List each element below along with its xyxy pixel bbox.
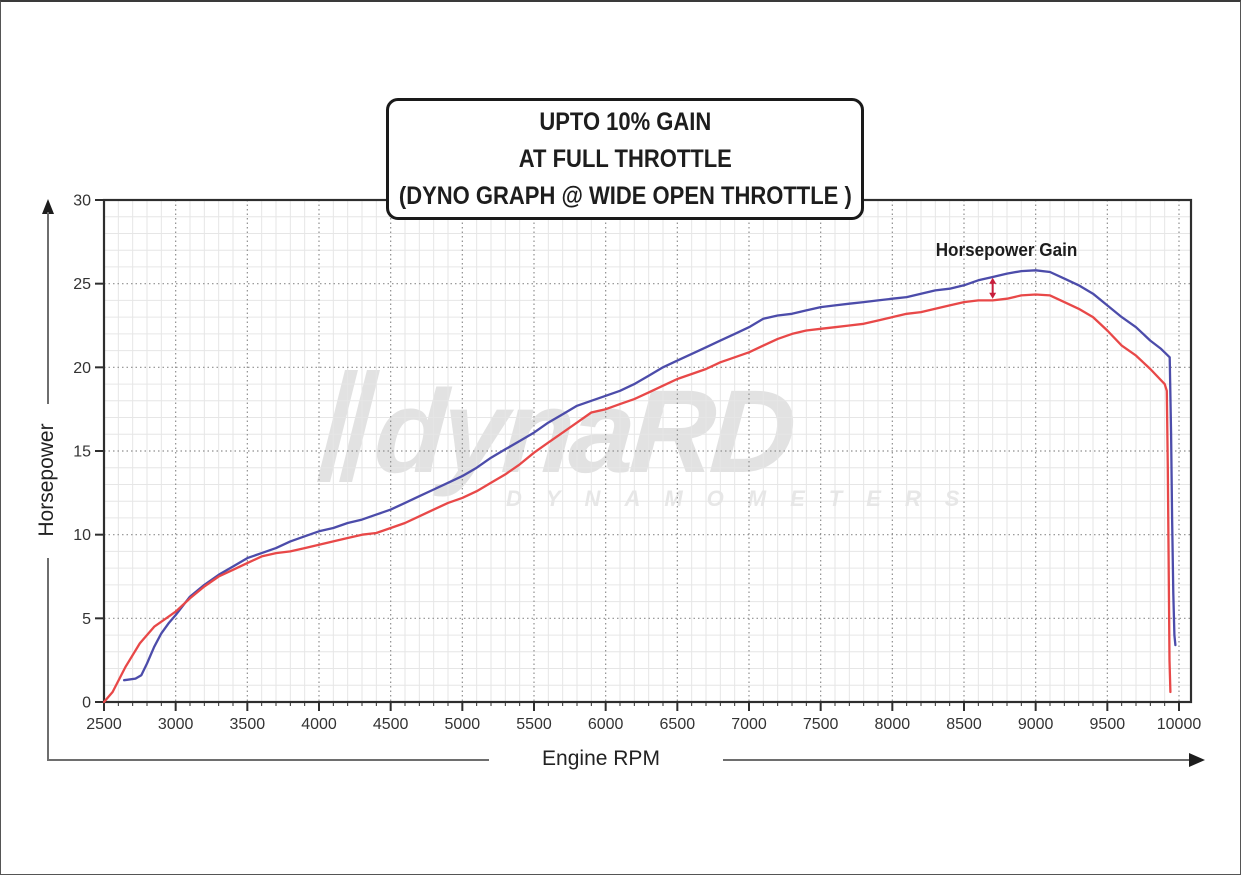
svg-text:4500: 4500 — [373, 716, 409, 733]
svg-text:3000: 3000 — [158, 716, 194, 733]
chart-title-box: UPTO 10% GAIN AT FULL THROTTLE (DYNO GRA… — [386, 98, 864, 220]
y-axis-guide-line — [47, 558, 49, 760]
svg-text:8000: 8000 — [875, 716, 911, 733]
svg-text:9000: 9000 — [1018, 716, 1054, 733]
gain-annotation-label: Horsepower Gain — [935, 240, 1078, 260]
x-axis-guide-line — [47, 759, 489, 761]
svg-text:7000: 7000 — [731, 716, 767, 733]
svg-text:6500: 6500 — [660, 716, 696, 733]
svg-text:7500: 7500 — [803, 716, 839, 733]
svg-text:5: 5 — [82, 611, 91, 628]
x-axis-guide-line — [723, 759, 1191, 761]
chart-title-line2: AT FULL THROTTLE — [518, 144, 732, 173]
svg-text:3500: 3500 — [230, 716, 266, 733]
x-axis-ticks: 2500 3000 3500 4000 4500 5000 5500 6000 6500 7000… — [86, 702, 1201, 733]
svg-text:10000: 10000 — [1157, 716, 1202, 733]
svg-text:20: 20 — [73, 360, 91, 377]
y-axis-guide-line — [47, 212, 49, 404]
gain-arrow — [989, 277, 997, 299]
y-axis-title: Horsepower — [35, 423, 58, 537]
chart-title-line3: (DYNO GRAPH @ WIDE OPEN THROTTLE ) — [398, 181, 852, 210]
svg-text:9500: 9500 — [1090, 716, 1126, 733]
x-axis-arrow-icon — [1189, 753, 1205, 767]
svg-text:5500: 5500 — [516, 716, 552, 733]
chart-title-line1: UPTO 10% GAIN — [539, 107, 711, 136]
brand-watermark-logo-row: dynaRD — [317, 366, 983, 498]
svg-text:10: 10 — [73, 527, 91, 544]
brand-watermark: dynaRD DYNAMOMETERS — [317, 366, 983, 512]
chart-title: UPTO 10% GAIN AT FULL THROTTLE (DYNO GRA… — [399, 104, 852, 215]
svg-text:8500: 8500 — [946, 716, 982, 733]
watermark-logo-text: dynaRD — [370, 366, 796, 498]
svg-text:15: 15 — [73, 444, 91, 461]
svg-text:30: 30 — [73, 193, 91, 210]
svg-text:5000: 5000 — [445, 716, 481, 733]
x-axis-title: Engine RPM — [542, 747, 660, 770]
y-axis-arrow-icon — [42, 199, 54, 214]
svg-text:25: 25 — [73, 276, 91, 293]
svg-text:0: 0 — [82, 695, 91, 712]
y-axis-ticks: 0 5 10 15 20 25 30 — [73, 193, 104, 712]
svg-text:6000: 6000 — [588, 716, 624, 733]
svg-text:2500: 2500 — [86, 716, 122, 733]
svg-text:4000: 4000 — [301, 716, 337, 733]
